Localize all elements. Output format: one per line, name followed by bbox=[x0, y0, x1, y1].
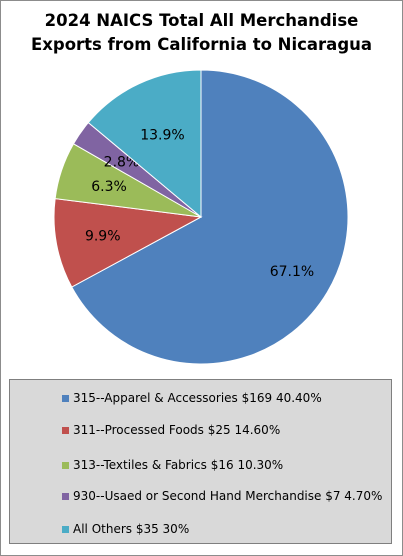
legend-swatch-processed-foods bbox=[62, 426, 69, 434]
legend-label-all-others: All Others $35 30% bbox=[73, 522, 190, 536]
legend-label-apparel: 315--Apparel & Accessories $169 40.40% bbox=[73, 391, 322, 405]
chart-title: 2024 NAICS Total All Merchandise Exports… bbox=[0, 9, 403, 57]
legend-label-textiles: 313--Textiles & Fabrics $16 10.30% bbox=[73, 458, 284, 472]
pie-label-textiles: 6.3% bbox=[91, 179, 127, 195]
legend-label-processed-foods: 311--Processed Foods $25 14.60% bbox=[73, 423, 281, 437]
pie-chart: 67.1% 9.9% 6.3% 2.8%13.9% bbox=[53, 69, 349, 365]
legend-label-second-hand: 930--Usaed or Second Hand Merchandise $7… bbox=[73, 489, 383, 503]
pie-slice-apparel bbox=[71, 69, 349, 365]
legend-swatch-second-hand bbox=[62, 492, 69, 500]
legend: 315--Apparel & Accessories $169 40.40% 3… bbox=[9, 379, 392, 544]
legend-item-all-others: All Others $35 30% bbox=[62, 521, 189, 537]
pie-label-all-others: 13.9% bbox=[140, 127, 184, 143]
pie-label-second-hand: 2.8% bbox=[104, 154, 140, 170]
legend-swatch-all-others bbox=[62, 525, 69, 533]
legend-item-apparel: 315--Apparel & Accessories $169 40.40% bbox=[62, 390, 322, 406]
pie-label-apparel: 67.1% bbox=[270, 264, 314, 280]
legend-swatch-textiles bbox=[62, 461, 69, 469]
chart-title-line-2: Exports from California to Nicaragua bbox=[30, 35, 373, 54]
legend-item-second-hand: 930--Usaed or Second Hand Merchandise $7… bbox=[62, 488, 382, 504]
legend-item-processed-foods: 311--Processed Foods $25 14.60% bbox=[62, 422, 280, 438]
legend-item-textiles: 313--Textiles & Fabrics $16 10.30% bbox=[62, 457, 283, 473]
pie-slice-processed-foods bbox=[53, 198, 203, 288]
pie-slice-all-others bbox=[87, 69, 202, 219]
legend-swatch-apparel bbox=[62, 394, 69, 402]
chart-title-line-1: 2024 NAICS Total All Merchandise bbox=[44, 11, 359, 30]
pie-label-processed-foods: 9.9% bbox=[85, 228, 121, 244]
